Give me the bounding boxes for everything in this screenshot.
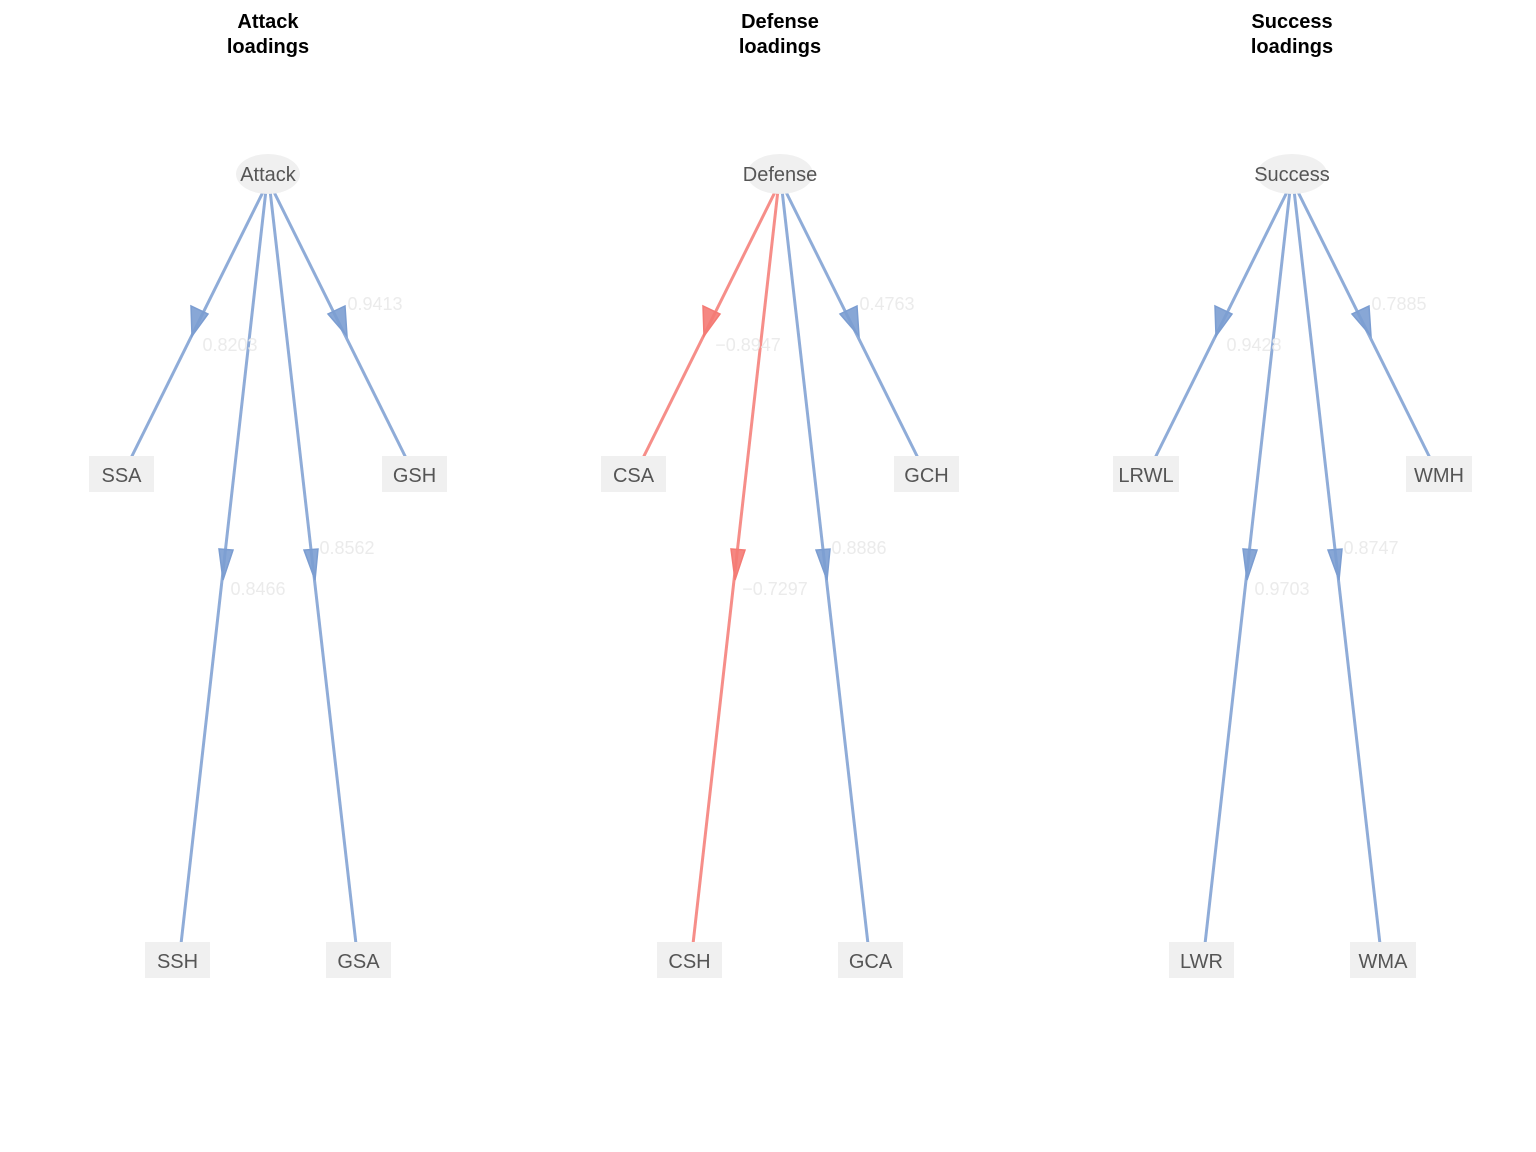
indicator-node-gca: GCA [838, 942, 903, 978]
latent-node-defense: Defense [743, 154, 818, 194]
indicator-label: WMA [1359, 951, 1409, 973]
arrowhead-icon [1214, 304, 1234, 339]
panel-title-line2: loadings [739, 36, 821, 58]
panel-success: Success loadings 0.9428 0.7885 0.9703 0.… [1113, 11, 1472, 978]
node-shape [1406, 456, 1472, 492]
edge-success-lwr [1203, 189, 1292, 945]
edge-attack-gsh [271, 189, 408, 459]
node-shape [1169, 942, 1234, 978]
arrowhead-icon [190, 304, 210, 339]
node-shape [326, 942, 391, 978]
indicator-label: LRWL [1118, 465, 1173, 487]
indicator-label: CSH [668, 951, 710, 973]
arrowhead-icon [702, 304, 722, 339]
latent-node-success: Success [1254, 154, 1330, 194]
indicator-node-gsa: GSA [326, 942, 391, 978]
edge-attack-ssh [179, 189, 268, 945]
arrowhead-icon [814, 548, 831, 581]
arrowhead-icon [218, 548, 235, 581]
arrowhead-icon [730, 548, 747, 581]
latent-label: Defense [743, 164, 818, 186]
edge-label-gch: 0.4763 [859, 294, 914, 314]
arrowhead-icon [1242, 548, 1259, 581]
arrowhead-icon [1326, 548, 1343, 581]
indicator-label: CSA [613, 465, 655, 487]
indicator-node-lwr: LWR [1169, 942, 1234, 978]
latent-label: Attack [240, 164, 297, 186]
node-shape [601, 456, 666, 492]
indicator-node-csh: CSH [657, 942, 722, 978]
node-shape [1113, 456, 1179, 492]
node-shape [382, 456, 447, 492]
node-shape [89, 456, 154, 492]
indicator-node-wmh: WMH [1406, 456, 1472, 492]
node-shape [1350, 942, 1416, 978]
edge-label-gsa: 0.8562 [319, 538, 374, 558]
edge-label-gsh: 0.9413 [347, 294, 402, 314]
node-shape [657, 942, 722, 978]
edge-label-wmh: 0.7885 [1371, 294, 1426, 314]
edge-label-lwr: 0.9703 [1254, 579, 1309, 599]
panel-title-line2: loadings [227, 36, 309, 58]
indicator-label: GSH [393, 465, 436, 487]
node-shape [747, 154, 813, 194]
panel-title-line2: loadings [1251, 36, 1333, 58]
edge-attack-gsa [268, 189, 358, 945]
edge-label-ssh: 0.8466 [230, 579, 285, 599]
edge-defense-gca [780, 189, 870, 945]
arrowhead-icon [326, 304, 348, 339]
arrowhead-icon [1350, 304, 1372, 339]
indicator-label: LWR [1180, 951, 1223, 973]
edge-success-wmh [1295, 189, 1432, 459]
indicator-node-gsh: GSH [382, 456, 447, 492]
edge-defense-csa [641, 189, 778, 459]
edge-label-ssa: 0.8203 [202, 335, 257, 355]
edge-defense-csh [691, 189, 780, 945]
edge-success-wma [1292, 189, 1382, 945]
node-shape [236, 154, 300, 194]
indicator-node-ssa: SSA [89, 456, 154, 492]
edge-success-lrwl [1153, 189, 1290, 459]
edge-label-lrwl: 0.9428 [1226, 335, 1281, 355]
panel-title-line1: Attack [237, 11, 299, 33]
node-shape [145, 942, 210, 978]
indicator-label: SSH [157, 951, 198, 973]
node-shape [1257, 154, 1327, 194]
indicator-node-lrwl: LRWL [1113, 456, 1179, 492]
indicator-label: WMH [1414, 465, 1464, 487]
indicator-node-wma: WMA [1350, 942, 1416, 978]
arrowhead-icon [838, 304, 860, 339]
panel-attack: Attack loadings 0.8203 0.9413 0.8466 0.8… [89, 11, 447, 978]
latent-label: Success [1254, 164, 1330, 186]
arrowhead-icon [302, 548, 319, 581]
node-shape [894, 456, 959, 492]
edge-label-csh: −0.7297 [742, 579, 808, 599]
edge-label-wma: 0.8747 [1343, 538, 1398, 558]
latent-node-attack: Attack [236, 154, 300, 194]
edge-label-gca: 0.8886 [831, 538, 886, 558]
panel-title-line1: Success [1251, 11, 1332, 33]
node-shape [838, 942, 903, 978]
panel-title-line1: Defense [741, 11, 819, 33]
edge-label-csa: −0.8947 [715, 335, 781, 355]
indicator-node-csa: CSA [601, 456, 666, 492]
panel-defense: Defense loadings −0.8947 0.4763 −0.7297 … [601, 11, 959, 978]
indicator-label: SSA [101, 465, 142, 487]
indicator-node-ssh: SSH [145, 942, 210, 978]
indicator-label: GSA [337, 951, 380, 973]
edge-attack-ssa [129, 189, 266, 459]
indicator-node-gch: GCH [894, 456, 959, 492]
indicator-label: GCH [904, 465, 948, 487]
edge-defense-gch [783, 189, 920, 459]
indicator-label: GCA [849, 951, 893, 973]
